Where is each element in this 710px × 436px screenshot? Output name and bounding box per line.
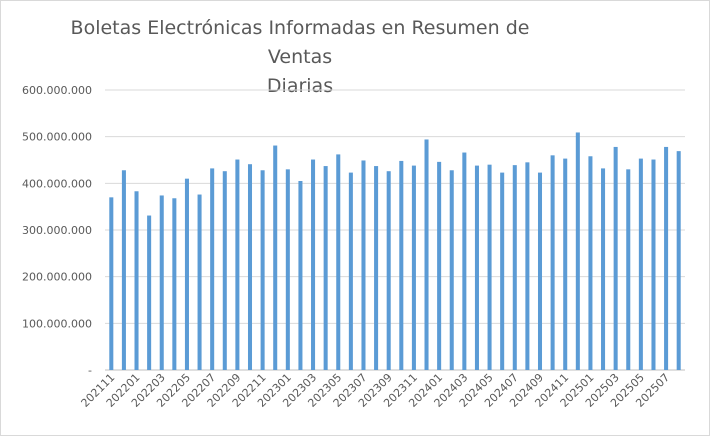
- y-tick-label: -: [88, 364, 92, 377]
- bar-202406: [500, 172, 505, 370]
- bar-202206: [197, 194, 202, 370]
- bar-202204: [172, 198, 177, 370]
- bar-202505: [638, 158, 643, 370]
- chart-title-line2: Diarias: [266, 75, 334, 97]
- bar-202305: [336, 154, 341, 370]
- bar-202307: [361, 160, 366, 370]
- bar-202501: [588, 156, 593, 370]
- bar-202306: [348, 172, 353, 370]
- bar-202312: [424, 139, 429, 370]
- bar-202407: [512, 165, 517, 370]
- bar-202410: [550, 155, 555, 370]
- x-axis: 2021112022012022032022052022072022092022…: [79, 371, 673, 410]
- bar-202208: [222, 171, 227, 370]
- bar-202111: [109, 197, 114, 370]
- bar-202308: [374, 166, 379, 370]
- bar-202210: [247, 164, 253, 370]
- bar-202408: [525, 162, 530, 370]
- bar-202203: [159, 195, 164, 370]
- bar-202502: [601, 168, 606, 370]
- bar-202506: [651, 159, 656, 370]
- bar-202309: [386, 171, 391, 370]
- chart-title-line1: Boletas Electrónicas Informadas en Resum…: [70, 17, 530, 68]
- chart-title: Boletas Electrónicas Informadas en Resum…: [60, 14, 540, 101]
- bar-202310: [399, 160, 404, 370]
- bar-202302: [298, 181, 303, 370]
- bar-202201: [134, 191, 139, 370]
- y-tick-label: 100.000.000: [22, 317, 92, 330]
- bar-202211: [260, 170, 265, 370]
- bar-202402: [449, 170, 454, 370]
- bar-202401: [437, 161, 442, 370]
- y-tick-label: 200.000.000: [22, 271, 92, 284]
- gridlines: [105, 89, 685, 371]
- bar-202212: [273, 145, 278, 370]
- y-tick-label: 400.000.000: [22, 177, 92, 190]
- bar-202411: [563, 158, 568, 370]
- bar-202301: [285, 169, 290, 370]
- bar-202304: [323, 166, 328, 370]
- bar-202409: [537, 172, 543, 370]
- y-tick-label: 600.000.000: [22, 84, 92, 97]
- bar-202205: [184, 178, 189, 370]
- y-tick-label: 300.000.000: [22, 224, 92, 237]
- bar-202412: [575, 132, 580, 370]
- bar-202303: [311, 159, 316, 370]
- y-tick-label: 500.000.000: [22, 131, 92, 144]
- bar-202202: [147, 215, 152, 370]
- bar-202112: [121, 170, 126, 370]
- bar-202507: [664, 146, 669, 370]
- bar-202404: [474, 165, 479, 370]
- bar-202503: [613, 146, 618, 370]
- bar-202405: [487, 164, 492, 370]
- y-axis: - 100.000.000 200.000.000 300.000.000 400.00…: [22, 84, 92, 377]
- bar-202508: [676, 151, 681, 370]
- bars: [109, 132, 681, 370]
- bar-202403: [462, 152, 467, 370]
- bar-202504: [626, 169, 631, 370]
- bar-202311: [411, 165, 416, 370]
- bar-202207: [210, 168, 215, 370]
- bar-202209: [235, 159, 240, 370]
